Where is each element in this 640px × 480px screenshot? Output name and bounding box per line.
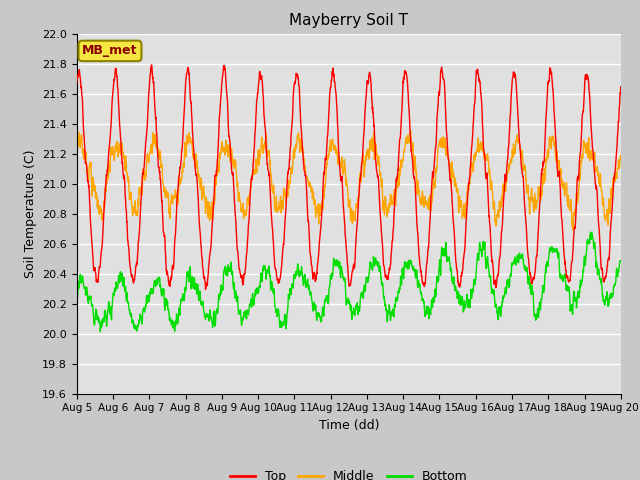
Bottom (569, 306, 577, 312)
Line: Bottom: Bottom (77, 232, 621, 332)
Bottom (617, 258, 625, 264)
Line: Middle: Middle (77, 131, 621, 230)
Top (365, 73, 372, 79)
Top (508, 93, 515, 99)
Top (584, 77, 592, 83)
Legend: Top, Middle, Bottom: Top, Middle, Bottom (225, 465, 473, 480)
Top (377, 217, 385, 223)
Middle (617, 153, 625, 159)
Y-axis label: Soil Temperature (C): Soil Temperature (C) (24, 149, 36, 278)
Bottom (376, 267, 384, 273)
Title: Mayberry Soil T: Mayberry Soil T (289, 13, 408, 28)
Middle (376, 172, 384, 178)
Top (202, 287, 209, 292)
Bottom (507, 273, 515, 279)
Bottom (97, 329, 104, 335)
Middle (407, 128, 415, 134)
Bottom (225, 264, 232, 270)
Text: MB_met: MB_met (82, 44, 138, 58)
X-axis label: Time (dd): Time (dd) (319, 419, 379, 432)
Middle (570, 220, 577, 226)
Bottom (587, 229, 595, 235)
Top (570, 243, 577, 249)
Middle (225, 153, 232, 158)
Top (73, 80, 81, 86)
Bottom (73, 288, 81, 294)
Middle (584, 140, 592, 146)
Top (617, 84, 625, 90)
Middle (569, 227, 577, 233)
Line: Top: Top (77, 65, 621, 289)
Middle (507, 158, 515, 164)
Bottom (584, 239, 592, 244)
Middle (365, 147, 372, 153)
Bottom (365, 276, 372, 281)
Middle (73, 143, 81, 148)
Top (148, 62, 156, 68)
Top (225, 134, 233, 140)
